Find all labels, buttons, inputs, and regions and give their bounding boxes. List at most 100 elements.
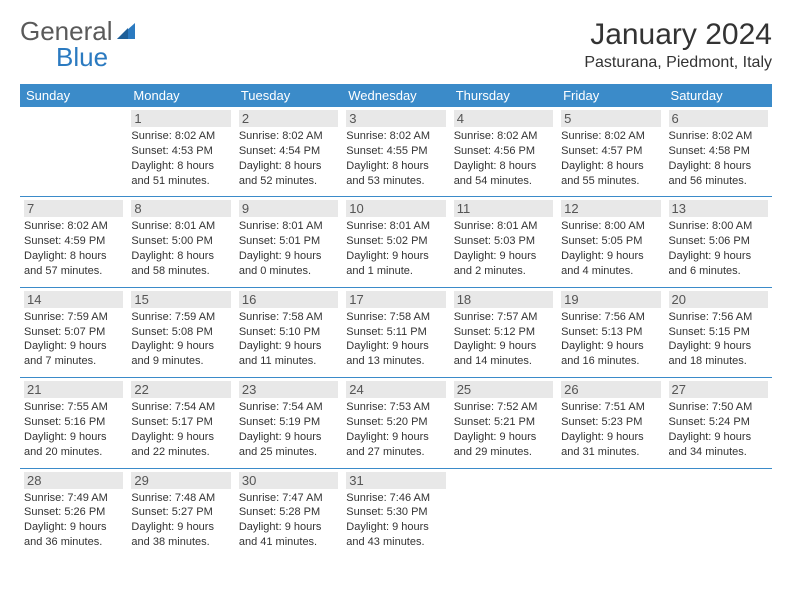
day-daylight1: Daylight: 9 hours: [131, 520, 230, 535]
day-sunrise: Sunrise: 8:02 AM: [669, 129, 768, 144]
day-daylight1: Daylight: 9 hours: [24, 339, 123, 354]
calendar-day-cell: 11Sunrise: 8:01 AMSunset: 5:03 PMDayligh…: [450, 197, 557, 287]
day-sunrise: Sunrise: 7:54 AM: [131, 400, 230, 415]
day-sunrise: Sunrise: 8:02 AM: [239, 129, 338, 144]
day-sunrise: Sunrise: 8:01 AM: [454, 219, 553, 234]
calendar-week-row: 21Sunrise: 7:55 AMSunset: 5:16 PMDayligh…: [20, 378, 772, 468]
calendar-day-cell: 1Sunrise: 8:02 AMSunset: 4:53 PMDaylight…: [127, 107, 234, 197]
day-number: 27: [669, 381, 768, 398]
day-daylight1: Daylight: 9 hours: [24, 520, 123, 535]
weekday-header: Tuesday: [235, 84, 342, 107]
day-sunrise: Sunrise: 7:58 AM: [346, 310, 445, 325]
day-sunset: Sunset: 5:15 PM: [669, 325, 768, 340]
day-daylight1: Daylight: 9 hours: [346, 520, 445, 535]
day-sunset: Sunset: 5:26 PM: [24, 505, 123, 520]
calendar-day-cell: 8Sunrise: 8:01 AMSunset: 5:00 PMDaylight…: [127, 197, 234, 287]
calendar-day-cell: [450, 468, 557, 558]
day-sunrise: Sunrise: 7:51 AM: [561, 400, 660, 415]
day-sunset: Sunset: 5:01 PM: [239, 234, 338, 249]
day-sunset: Sunset: 5:02 PM: [346, 234, 445, 249]
day-sunset: Sunset: 5:05 PM: [561, 234, 660, 249]
calendar-day-cell: [665, 468, 772, 558]
day-sunrise: Sunrise: 7:59 AM: [131, 310, 230, 325]
day-sunset: Sunset: 5:13 PM: [561, 325, 660, 340]
day-sunrise: Sunrise: 7:56 AM: [669, 310, 768, 325]
calendar-day-cell: 5Sunrise: 8:02 AMSunset: 4:57 PMDaylight…: [557, 107, 664, 197]
calendar-day-cell: 31Sunrise: 7:46 AMSunset: 5:30 PMDayligh…: [342, 468, 449, 558]
day-sunrise: Sunrise: 8:02 AM: [454, 129, 553, 144]
day-sunset: Sunset: 4:55 PM: [346, 144, 445, 159]
day-sunrise: Sunrise: 8:01 AM: [131, 219, 230, 234]
day-number: 29: [131, 472, 230, 489]
day-number: 26: [561, 381, 660, 398]
day-number: 19: [561, 291, 660, 308]
day-daylight1: Daylight: 9 hours: [239, 430, 338, 445]
day-number: 28: [24, 472, 123, 489]
calendar-day-cell: 10 Sunrise: 8:01 AMSunset: 5:02 PMDayligh…: [342, 197, 449, 287]
day-number: 18: [454, 291, 553, 308]
day-number: 24: [346, 381, 445, 398]
day-sunset: Sunset: 4:57 PM: [561, 144, 660, 159]
weekday-header: Friday: [557, 84, 664, 107]
day-daylight1: Daylight: 8 hours: [669, 159, 768, 174]
calendar-day-cell: 21Sunrise: 7:55 AMSunset: 5:16 PMDayligh…: [20, 378, 127, 468]
day-number: 14: [24, 291, 123, 308]
day-sunrise: Sunrise: 7:46 AM: [346, 491, 445, 506]
calendar-day-cell: 26Sunrise: 7:51 AMSunset: 5:23 PMDayligh…: [557, 378, 664, 468]
logo: GeneralBlue: [20, 18, 139, 70]
day-sunset: Sunset: 5:03 PM: [454, 234, 553, 249]
day-sunrise: Sunrise: 7:47 AM: [239, 491, 338, 506]
weekday-header: Saturday: [665, 84, 772, 107]
calendar-week-row: 28Sunrise: 7:49 AMSunset: 5:26 PMDayligh…: [20, 468, 772, 558]
day-daylight2: and 20 minutes.: [24, 445, 123, 460]
day-number: 2: [239, 110, 338, 127]
day-number: 30: [239, 472, 338, 489]
day-daylight2: and 31 minutes.: [561, 445, 660, 460]
day-daylight2: and 51 minutes.: [131, 174, 230, 189]
day-daylight1: Daylight: 9 hours: [454, 430, 553, 445]
day-sunrise: Sunrise: 7:48 AM: [131, 491, 230, 506]
day-number: 4: [454, 110, 553, 127]
calendar-header-row: SundayMondayTuesdayWednesdayThursdayFrid…: [20, 84, 772, 107]
day-number: 10: [346, 200, 445, 217]
calendar-day-cell: 20Sunrise: 7:56 AMSunset: 5:15 PMDayligh…: [665, 287, 772, 377]
day-daylight2: and 4 minutes.: [561, 264, 660, 279]
weekday-header: Wednesday: [342, 84, 449, 107]
day-daylight2: and 34 minutes.: [669, 445, 768, 460]
day-daylight1: Daylight: 9 hours: [346, 249, 445, 264]
day-sunrise: Sunrise: 8:02 AM: [24, 219, 123, 234]
calendar-day-cell: 23Sunrise: 7:54 AMSunset: 5:19 PMDayligh…: [235, 378, 342, 468]
calendar-day-cell: 22Sunrise: 7:54 AMSunset: 5:17 PMDayligh…: [127, 378, 234, 468]
day-sunset: Sunset: 5:12 PM: [454, 325, 553, 340]
day-number: 1: [131, 110, 230, 127]
day-daylight2: and 52 minutes.: [239, 174, 338, 189]
day-number: 5: [561, 110, 660, 127]
day-number: 21: [24, 381, 123, 398]
calendar-week-row: 7Sunrise: 8:02 AMSunset: 4:59 PMDaylight…: [20, 197, 772, 287]
calendar-day-cell: 17Sunrise: 7:58 AMSunset: 5:11 PMDayligh…: [342, 287, 449, 377]
day-daylight1: Daylight: 9 hours: [239, 249, 338, 264]
day-daylight2: and 22 minutes.: [131, 445, 230, 460]
calendar-day-cell: [20, 107, 127, 197]
calendar-day-cell: 12Sunrise: 8:00 AMSunset: 5:05 PMDayligh…: [557, 197, 664, 287]
day-daylight2: and 11 minutes.: [239, 354, 338, 369]
calendar-day-cell: 30Sunrise: 7:47 AMSunset: 5:28 PMDayligh…: [235, 468, 342, 558]
day-daylight2: and 1 minute.: [346, 264, 445, 279]
calendar-day-cell: 3Sunrise: 8:02 AMSunset: 4:55 PMDaylight…: [342, 107, 449, 197]
calendar-day-cell: 24Sunrise: 7:53 AMSunset: 5:20 PMDayligh…: [342, 378, 449, 468]
day-daylight2: and 38 minutes.: [131, 535, 230, 550]
day-daylight1: Daylight: 9 hours: [239, 339, 338, 354]
calendar-day-cell: 19Sunrise: 7:56 AMSunset: 5:13 PMDayligh…: [557, 287, 664, 377]
day-sunrise: Sunrise: 8:02 AM: [131, 129, 230, 144]
day-daylight2: and 27 minutes.: [346, 445, 445, 460]
day-sunset: Sunset: 5:19 PM: [239, 415, 338, 430]
day-daylight1: Daylight: 9 hours: [454, 249, 553, 264]
day-sunset: Sunset: 4:56 PM: [454, 144, 553, 159]
day-number: 8: [131, 200, 230, 217]
day-daylight1: Daylight: 8 hours: [131, 249, 230, 264]
day-number: 6: [669, 110, 768, 127]
day-daylight2: and 53 minutes.: [346, 174, 445, 189]
day-number: 16: [239, 291, 338, 308]
day-sunrise: Sunrise: 8:01 AM: [346, 219, 445, 234]
day-daylight2: and 14 minutes.: [454, 354, 553, 369]
